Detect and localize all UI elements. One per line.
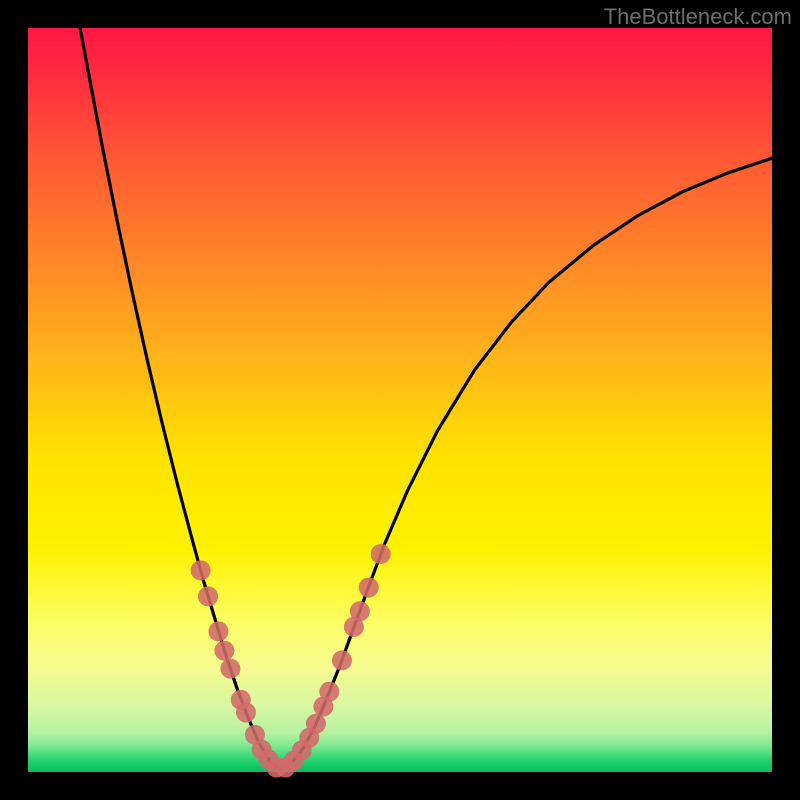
marker-dot	[319, 682, 339, 702]
marker-dot	[208, 621, 228, 641]
marker-dot	[236, 702, 256, 722]
marker-dot	[350, 601, 370, 621]
marker-dot	[332, 650, 352, 670]
chart-container: TheBottleneck.com	[0, 0, 800, 800]
marker-dot	[359, 577, 379, 597]
marker-dot	[371, 544, 391, 564]
marker-dot	[220, 659, 240, 679]
marker-dot	[214, 641, 234, 661]
marker-dot	[198, 586, 218, 606]
marker-dot	[191, 560, 211, 580]
marker-dot	[306, 714, 326, 734]
bottleneck-chart	[0, 0, 800, 800]
plot-area	[28, 28, 772, 772]
watermark-text: TheBottleneck.com	[604, 4, 792, 30]
